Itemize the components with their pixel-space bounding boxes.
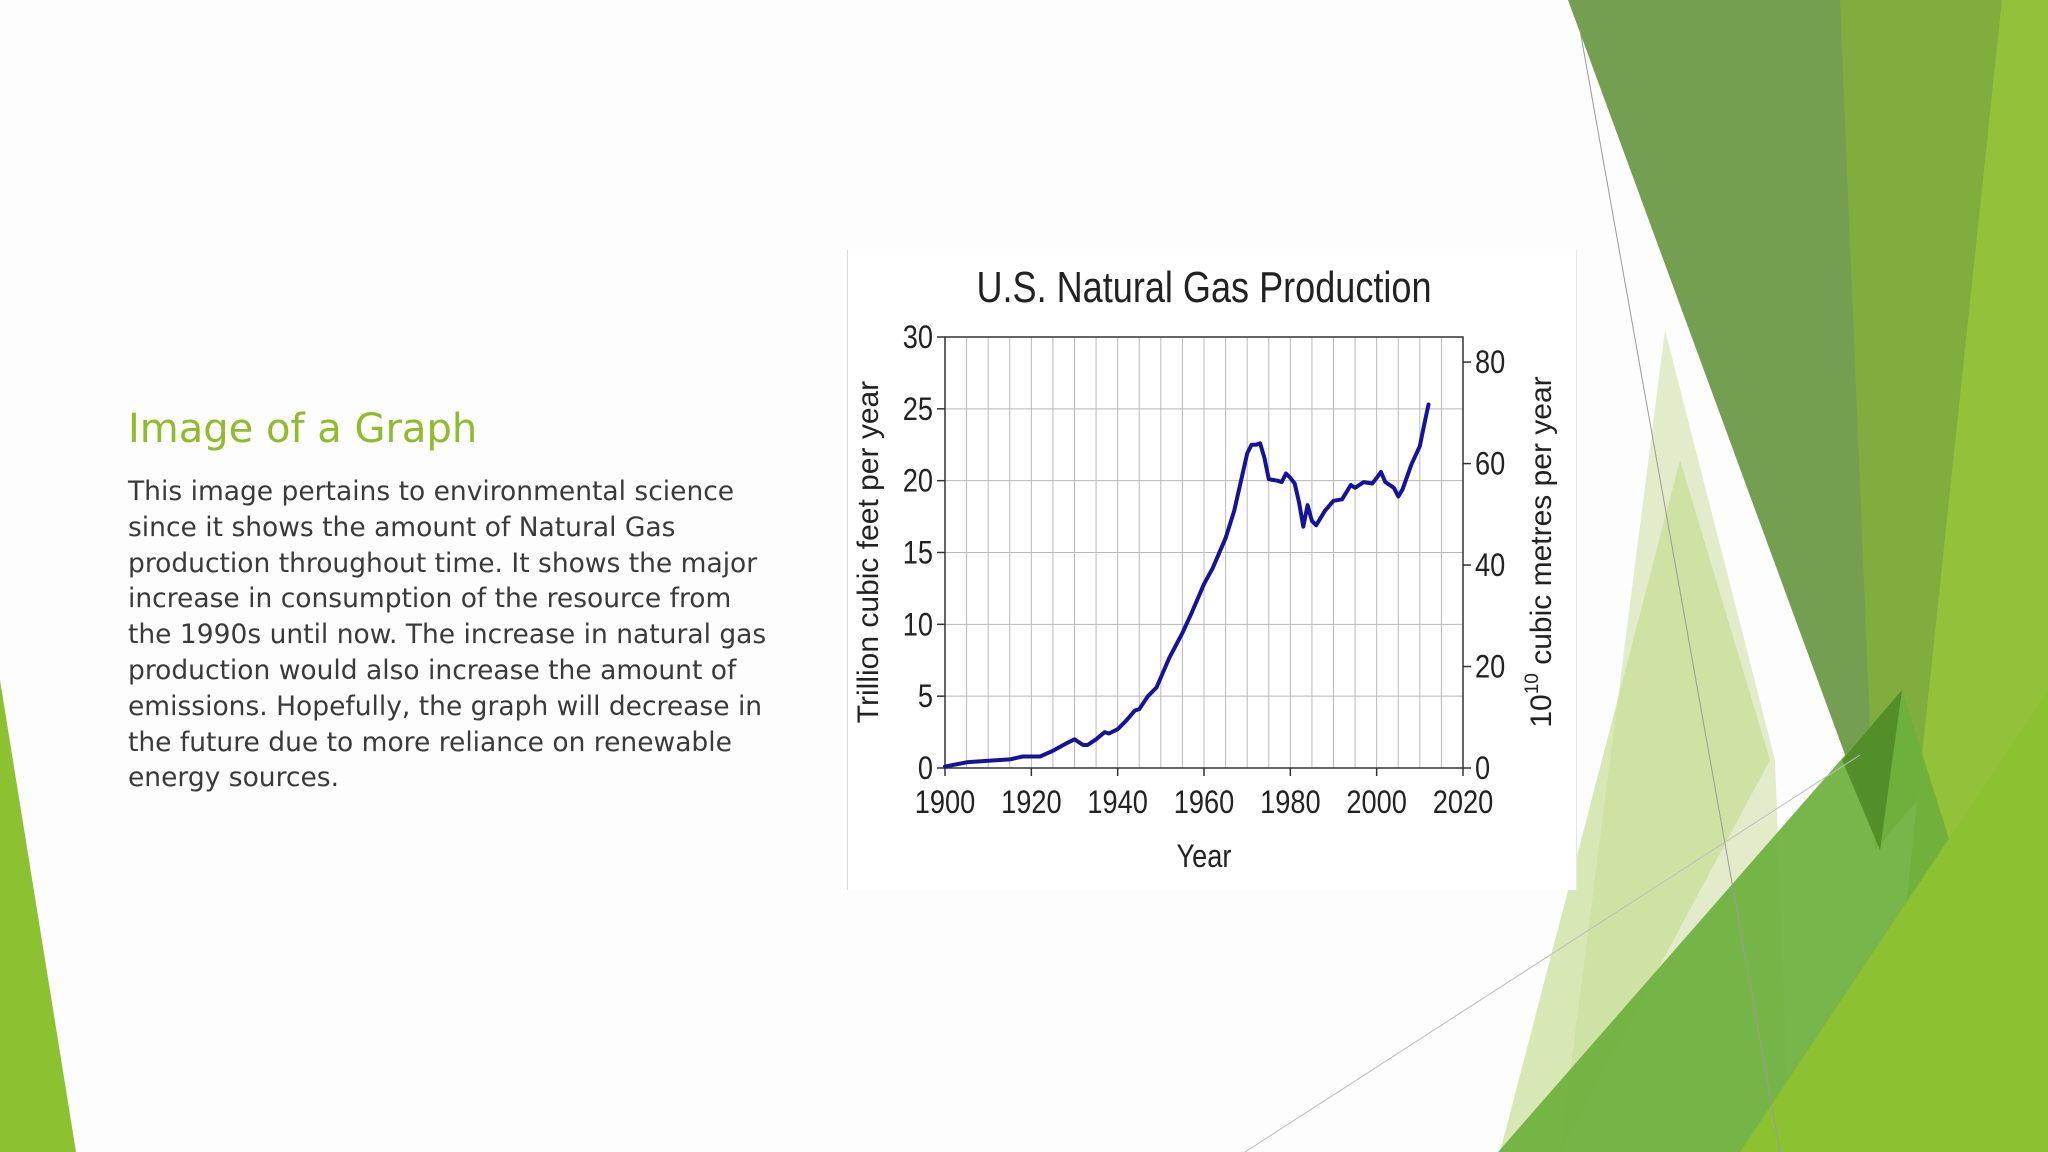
y-tick-label: 30 xyxy=(903,320,933,356)
y2-tick-label: 0 xyxy=(1475,751,1490,787)
y-tick-label: 20 xyxy=(903,464,933,500)
slide-title: Image of a Graph xyxy=(128,406,478,452)
x-tick-label: 2000 xyxy=(1346,785,1406,821)
x-tick-label: 2020 xyxy=(1433,785,1493,821)
decor-shape-deep-green-accent xyxy=(1842,690,1902,850)
y-axis-label: Trillion cubic feet per year xyxy=(852,381,885,723)
x-axis-label: Year xyxy=(1177,839,1232,875)
y-tick-label: 15 xyxy=(903,535,933,571)
chart-title: U.S. Natural Gas Production xyxy=(976,263,1431,312)
y-tick-label: 5 xyxy=(918,679,933,715)
slide-body-text: This image pertains to environmental sci… xyxy=(128,476,767,794)
decor-shape-medium-green-band xyxy=(1500,460,1770,1152)
chart-ticks: 0 5 10 15 20 25 30 0 20 40 60 80 1900 1920 1940 1960 198… xyxy=(903,320,1506,821)
y2-axis-label: 1010 cubic metres per year xyxy=(1522,376,1558,727)
x-tick-label: 1960 xyxy=(1174,785,1234,821)
decor-shape-dark-green-panel xyxy=(1568,0,1925,850)
natural-gas-production-chart: 0 5 10 15 20 25 30 0 20 40 60 80 1900 1920 1940 1960 198… xyxy=(852,263,1558,875)
x-tick-label: 1940 xyxy=(1087,785,1147,821)
y2-tick-label: 40 xyxy=(1475,548,1505,584)
decor-thin-line-diagonal-2 xyxy=(1244,754,1861,1152)
decor-shape-left-green-sliver xyxy=(0,680,76,1152)
y-tick-label: 10 xyxy=(903,607,933,643)
x-tick-label: 1920 xyxy=(1001,785,1061,821)
y2-tick-label: 20 xyxy=(1475,650,1505,686)
chart-gridlines xyxy=(945,336,1463,769)
x-tick-label: 1900 xyxy=(915,785,975,821)
y2-tick-label: 80 xyxy=(1475,345,1505,381)
y-tick-label: 25 xyxy=(903,392,933,428)
series-line-production xyxy=(943,402,1431,769)
decor-shape-lime-triangle xyxy=(1740,690,2048,1152)
x-tick-label: 1980 xyxy=(1260,785,1320,821)
chart-image: 0 5 10 15 20 25 30 0 20 40 60 80 1900 1920 1940 1960 198… xyxy=(847,250,1577,890)
decor-thin-line-diagonal-1 xyxy=(1579,29,1781,1152)
y2-tick-label: 60 xyxy=(1475,447,1505,483)
y-tick-label: 0 xyxy=(918,751,933,787)
